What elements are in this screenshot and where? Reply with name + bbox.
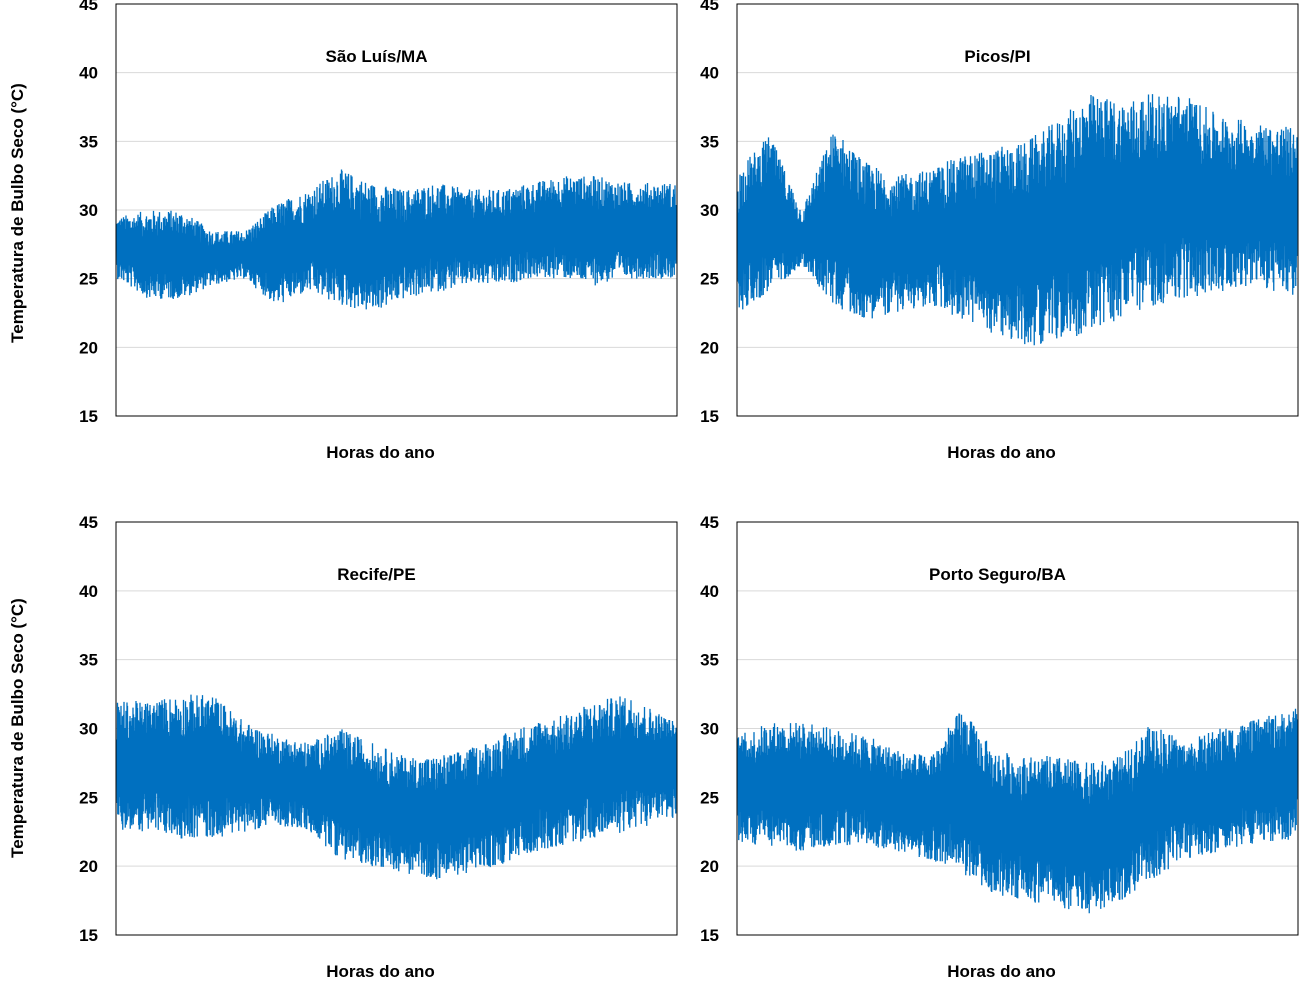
- chart-title: Porto Seguro/BA: [929, 565, 1066, 584]
- y-tick-label: 35: [79, 132, 98, 151]
- plot-area-frame: [115, 521, 678, 936]
- y-axis-label-top: Temperatura de Bulbo Seco (°C): [8, 83, 27, 343]
- chart-title: São Luís/MA: [325, 47, 427, 66]
- y-tick-label: 40: [79, 582, 98, 601]
- chart-panel-3: 15 20 25 30 35 40 45 Recife/PE Horas do ano: [79, 513, 678, 981]
- y-tick-label: 25: [79, 788, 98, 807]
- chart-panel-2: 15 20 25 30 35 40 45 Picos/PI Horas do ano: [700, 0, 1299, 462]
- x-axis-label: Horas do ano: [947, 443, 1056, 462]
- plot-area-frame: [736, 521, 1299, 936]
- chart-panel-1: 15 20 25 30 35 40 45 São Luís/MA Horas do ano: [79, 0, 678, 462]
- temperature-series-line: [116, 169, 677, 310]
- y-tick-label: 30: [79, 201, 98, 220]
- x-axis-label: Horas do ano: [947, 962, 1056, 981]
- y-tick-label: 45: [700, 0, 719, 14]
- y-tick-label: 45: [700, 513, 719, 532]
- y-tick-label: 20: [79, 857, 98, 876]
- y-tick-label: 20: [700, 338, 719, 357]
- chart-panel-4: 15 20 25 30 35 40 45 Porto Seguro/BA Horas do an…: [700, 513, 1299, 981]
- y-tick-label: 20: [700, 857, 719, 876]
- y-tick-label: 25: [700, 270, 719, 289]
- plot-area-frame: [115, 3, 678, 417]
- y-tick-label: 25: [700, 788, 719, 807]
- y-tick-label: 20: [79, 338, 98, 357]
- y-tick-label: 15: [700, 407, 719, 426]
- y-tick-label: 45: [79, 0, 98, 14]
- chart-title: Picos/PI: [964, 47, 1030, 66]
- chart-title: Recife/PE: [337, 565, 415, 584]
- y-tick-label: 30: [79, 720, 98, 739]
- y-tick-label: 15: [79, 407, 98, 426]
- y-tick-label: 25: [79, 270, 98, 289]
- y-tick-label: 30: [700, 720, 719, 739]
- x-axis-label: Horas do ano: [326, 443, 435, 462]
- y-tick-label: 40: [700, 64, 719, 83]
- y-tick-label: 35: [700, 651, 719, 670]
- plot-area-frame: [736, 3, 1299, 417]
- temperature-series-line: [737, 94, 1298, 346]
- temperature-series-line: [116, 694, 677, 880]
- x-axis-label: Horas do ano: [326, 962, 435, 981]
- temperature-series-line: [737, 708, 1298, 914]
- y-tick-label: 15: [700, 926, 719, 945]
- y-tick-label: 45: [79, 513, 98, 532]
- y-tick-label: 15: [79, 926, 98, 945]
- y-axis-label-bottom: Temperatura de Bulbo Seco (°C): [8, 598, 27, 858]
- y-tick-label: 40: [79, 64, 98, 83]
- y-tick-label: 40: [700, 582, 719, 601]
- y-tick-label: 30: [700, 201, 719, 220]
- y-tick-label: 35: [79, 651, 98, 670]
- y-tick-label: 35: [700, 132, 719, 151]
